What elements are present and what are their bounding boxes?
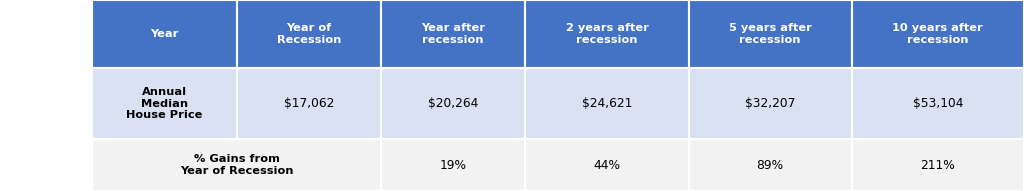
Text: $24,621: $24,621 [582,97,632,110]
Text: 44%: 44% [594,159,621,172]
Bar [688,139,852,191]
Text: $53,104: $53,104 [912,97,963,110]
Text: 10 years after
recession: 10 years after recession [893,23,983,45]
Bar [381,0,525,68]
Bar [92,68,237,139]
Bar [92,139,381,191]
Text: Year: Year [151,29,178,39]
Text: Annual
Median
House Price: Annual Median House Price [126,87,203,120]
Text: 89%: 89% [757,159,783,172]
Bar [237,0,381,68]
Text: Year of
Recession: Year of Recession [276,23,341,45]
Text: $20,264: $20,264 [428,97,478,110]
Text: 2 years after
recession: 2 years after recession [565,23,648,45]
Bar [381,139,525,191]
Bar [688,0,852,68]
Bar [852,68,1024,139]
Bar [688,68,852,139]
Bar [525,139,688,191]
Text: $17,062: $17,062 [284,97,334,110]
Text: $32,207: $32,207 [744,97,796,110]
Bar [92,0,237,68]
Bar [237,68,381,139]
Text: 19%: 19% [439,159,467,172]
Text: % Gains from
Year of Recession: % Gains from Year of Recession [180,154,293,176]
Bar [852,139,1024,191]
Bar [525,68,688,139]
Text: Year after
recession: Year after recession [421,23,485,45]
Bar [852,0,1024,68]
Bar [525,0,688,68]
Text: 211%: 211% [921,159,955,172]
Bar [381,68,525,139]
Text: 5 years after
recession: 5 years after recession [729,23,811,45]
